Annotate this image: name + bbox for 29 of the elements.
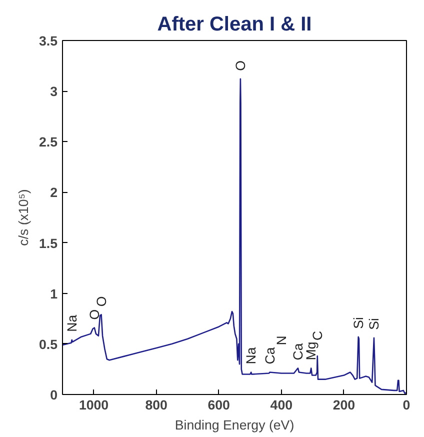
annotation: Mg — [304, 342, 319, 360]
x-tick-label: 600 — [208, 398, 230, 412]
annotation: C — [310, 330, 325, 341]
annotation: Na — [244, 346, 259, 364]
annotation: Ca — [262, 346, 278, 364]
x-tick-label: 800 — [145, 398, 168, 412]
y-tick-label: 1.5 — [38, 236, 58, 251]
annotation: Na — [64, 314, 80, 332]
x-axis-title: Binding Energy (eV) — [174, 418, 294, 432]
y-tick-label: 3.5 — [38, 34, 58, 48]
x-tick-label: 1000 — [78, 398, 109, 412]
y-axis-title: c/s (x10⁵) — [16, 189, 31, 246]
x-tick-label: 0 — [402, 398, 410, 412]
x-tick-label: 400 — [270, 398, 293, 412]
y-tick-label: 1 — [50, 286, 58, 302]
annotation: Si — [350, 316, 366, 329]
annotation: O — [232, 60, 248, 71]
y-tick-label: 2 — [50, 185, 58, 200]
y-tick-label: 3 — [50, 84, 58, 100]
y-tick-label: 2.5 — [38, 134, 58, 150]
annotation: O — [86, 309, 102, 320]
y-tick-label: 0 — [50, 388, 58, 402]
y-tick-label: 0.5 — [38, 336, 58, 352]
annotation: O — [94, 296, 109, 307]
annotation: Ca — [290, 342, 306, 360]
annotation: Si — [366, 318, 382, 330]
x-tick-label: 200 — [332, 398, 356, 412]
chart-title: After Clean I & II — [157, 14, 312, 36]
annotation: N — [274, 336, 289, 346]
